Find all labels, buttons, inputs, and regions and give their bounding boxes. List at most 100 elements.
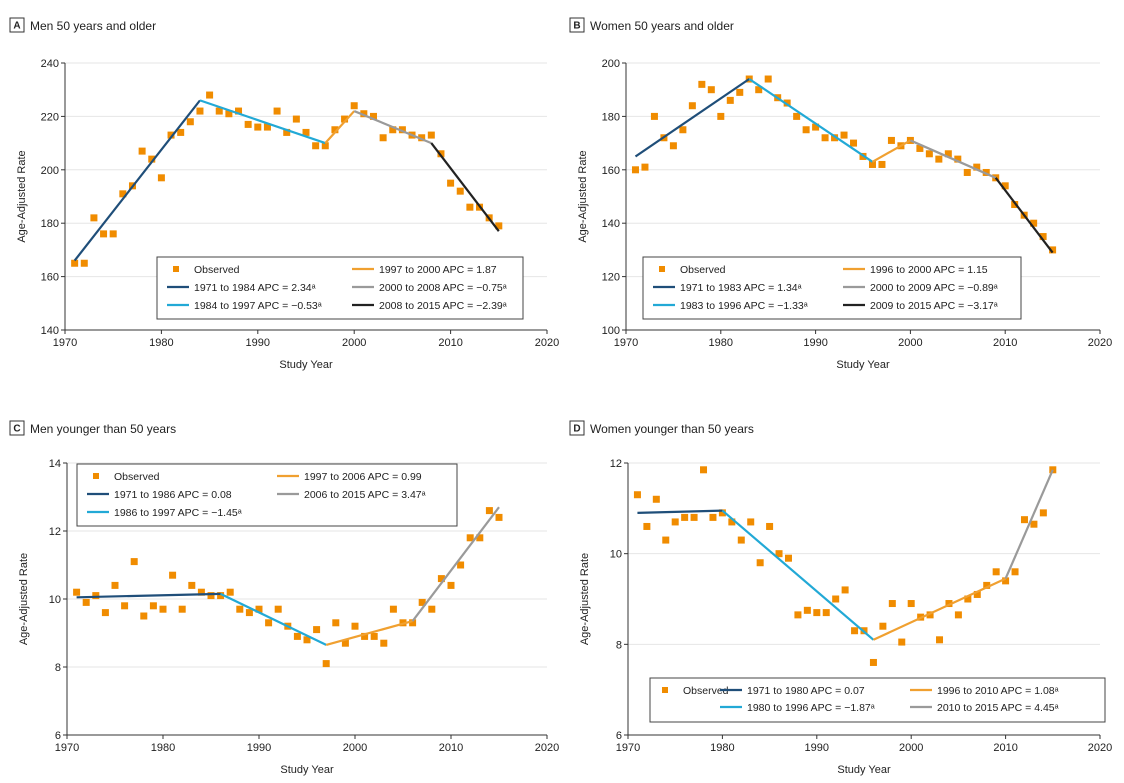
observed-point bbox=[409, 619, 417, 627]
observed-point bbox=[954, 155, 962, 163]
legend-box bbox=[642, 256, 1022, 320]
observed-point bbox=[71, 259, 79, 267]
observed-point bbox=[130, 558, 138, 566]
observed-point bbox=[936, 636, 944, 644]
x-tick-label: 2010 bbox=[438, 337, 462, 349]
observed-point bbox=[157, 174, 165, 182]
observed-point bbox=[188, 581, 196, 589]
observed-point bbox=[764, 75, 772, 83]
x-tick-label: 1990 bbox=[247, 742, 271, 754]
observed-point bbox=[380, 639, 388, 647]
observed-point bbox=[369, 112, 377, 120]
observed-point bbox=[650, 112, 658, 120]
observed-point bbox=[784, 554, 792, 562]
observed-point bbox=[783, 99, 791, 107]
x-tick-label: 2000 bbox=[342, 337, 366, 349]
observed-point bbox=[963, 168, 971, 176]
observed-point bbox=[878, 160, 886, 168]
observed-point bbox=[313, 626, 321, 634]
observed-point bbox=[101, 609, 109, 617]
legend-label-segment: 2010 to 2015 APC = 4.45ᵃ bbox=[937, 702, 1059, 714]
x-tick-label: 1970 bbox=[55, 742, 79, 754]
y-axis-title: Age-Adjusted Rate bbox=[16, 150, 28, 242]
y-tick-label: 12 bbox=[49, 526, 61, 538]
panel-letter-box bbox=[569, 420, 585, 436]
observed-point bbox=[427, 131, 435, 139]
x-tick-label: 2010 bbox=[439, 742, 463, 754]
observed-point bbox=[728, 518, 736, 526]
observed-point bbox=[485, 507, 493, 515]
observed-point bbox=[1001, 182, 1009, 190]
observed-point bbox=[263, 123, 271, 131]
fit-segment bbox=[1004, 469, 1054, 580]
observed-point bbox=[226, 588, 234, 596]
observed-point bbox=[1002, 577, 1010, 585]
legend-label-observed: Observed bbox=[683, 685, 729, 697]
x-tick-label: 1980 bbox=[709, 337, 733, 349]
observed-point bbox=[255, 605, 263, 613]
y-axis-title: Age-Adjusted Rate bbox=[18, 553, 30, 645]
observed-point bbox=[1030, 520, 1038, 528]
panel-title: Men younger than 50 years bbox=[30, 422, 176, 436]
observed-point bbox=[159, 605, 167, 613]
legend-marker-observed bbox=[93, 473, 99, 479]
observed-point bbox=[361, 632, 369, 640]
x-tick-label: 2010 bbox=[993, 337, 1017, 349]
observed-point bbox=[109, 230, 117, 238]
observed-point bbox=[879, 622, 887, 630]
observed-point bbox=[954, 611, 962, 619]
y-axis-title: Age-Adjusted Rate bbox=[579, 553, 591, 645]
legend-label-segment: 1997 to 2000 APC = 1.87 bbox=[379, 264, 497, 276]
observed-point bbox=[907, 600, 915, 608]
observed-point bbox=[235, 107, 243, 115]
observed-point bbox=[747, 518, 755, 526]
y-tick-label: 14 bbox=[49, 458, 61, 470]
observed-point bbox=[813, 609, 821, 617]
observed-point bbox=[793, 112, 801, 120]
observed-point bbox=[888, 600, 896, 608]
x-tick-label: 2000 bbox=[899, 742, 923, 754]
observed-point bbox=[964, 595, 972, 603]
observed-point bbox=[341, 639, 349, 647]
x-tick-label: 1980 bbox=[151, 742, 175, 754]
y-tick-label: 160 bbox=[41, 272, 59, 284]
legend-label-segment: 1971 to 1984 APC = 2.34ᵃ bbox=[194, 282, 316, 294]
observed-point bbox=[1039, 233, 1047, 241]
x-tick-label: 1970 bbox=[53, 337, 77, 349]
observed-point bbox=[755, 86, 763, 94]
observed-point bbox=[1049, 246, 1057, 254]
observed-point bbox=[1020, 516, 1028, 524]
legend-label-segment: 2009 to 2015 APC = −3.17ᵃ bbox=[870, 300, 998, 312]
y-tick-label: 200 bbox=[602, 58, 620, 70]
legend-label-segment: 1996 to 2010 APC = 1.08ᵃ bbox=[937, 685, 1059, 697]
panel-letter: B bbox=[573, 21, 580, 32]
observed-point bbox=[973, 163, 981, 171]
observed-point bbox=[662, 536, 670, 544]
observed-point bbox=[80, 259, 88, 267]
fit-segment bbox=[994, 177, 1054, 254]
x-tick-label: 2020 bbox=[535, 337, 559, 349]
x-axis-title: Study Year bbox=[837, 764, 891, 776]
panel-title: Men 50 years and older bbox=[30, 19, 156, 33]
fit-segment bbox=[909, 139, 997, 179]
x-tick-label: 1980 bbox=[710, 742, 734, 754]
observed-point bbox=[312, 142, 320, 150]
chart-panel-c: C Men younger than 50 years 6 8 10 12 14 1970 19… bbox=[9, 420, 559, 776]
observed-point bbox=[140, 612, 148, 620]
y-tick-label: 240 bbox=[41, 58, 59, 70]
observed-point bbox=[643, 522, 651, 530]
observed-point bbox=[973, 590, 981, 598]
observed-point bbox=[274, 605, 282, 613]
y-tick-label: 180 bbox=[602, 111, 620, 123]
observed-point bbox=[293, 632, 301, 640]
observed-point bbox=[669, 142, 677, 150]
legend-label-segment: 1971 to 1983 APC = 1.34ᵃ bbox=[680, 282, 802, 294]
observed-point bbox=[245, 609, 253, 617]
y-tick-label: 6 bbox=[616, 730, 622, 742]
legend-box bbox=[649, 677, 1106, 723]
fit-segment bbox=[721, 509, 875, 641]
observed-point bbox=[100, 230, 108, 238]
legend-label-segment: 1971 to 1980 APC = 0.07 bbox=[747, 685, 865, 697]
observed-point bbox=[850, 139, 858, 147]
y-tick-label: 100 bbox=[602, 325, 620, 337]
